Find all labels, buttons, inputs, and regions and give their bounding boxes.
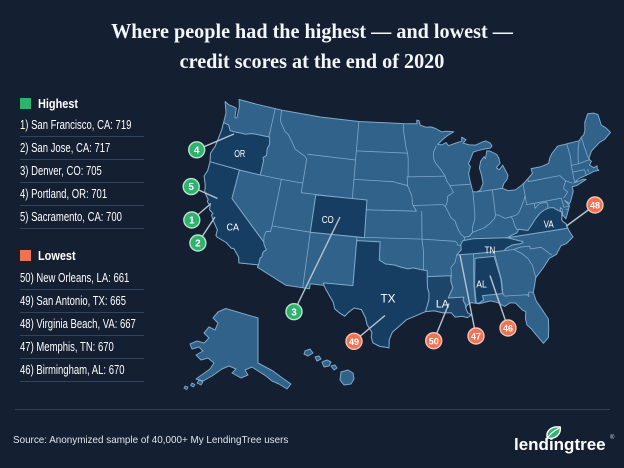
svg-text:48: 48 <box>590 201 600 211</box>
svg-text:VA: VA <box>544 220 554 231</box>
svg-text:TX: TX <box>381 294 396 306</box>
svg-text:47: 47 <box>471 332 481 342</box>
svg-text:LA: LA <box>436 298 450 310</box>
svg-text:CO: CO <box>322 214 334 226</box>
svg-text:OR: OR <box>234 149 245 160</box>
svg-text:lendingtree: lendingtree <box>514 435 606 454</box>
svg-text:TN: TN <box>485 246 496 257</box>
svg-text:2: 2 <box>195 239 201 250</box>
svg-text:3: 3 <box>291 307 297 318</box>
svg-text:5: 5 <box>188 182 194 193</box>
svg-text:1: 1 <box>189 216 195 227</box>
svg-text:CA: CA <box>227 221 240 233</box>
svg-text:46: 46 <box>503 324 513 334</box>
svg-text:50: 50 <box>429 336 439 346</box>
svg-text:AL: AL <box>476 280 487 291</box>
svg-text:4: 4 <box>194 145 200 156</box>
svg-text:®: ® <box>610 434 615 441</box>
svg-text:49: 49 <box>349 337 359 347</box>
